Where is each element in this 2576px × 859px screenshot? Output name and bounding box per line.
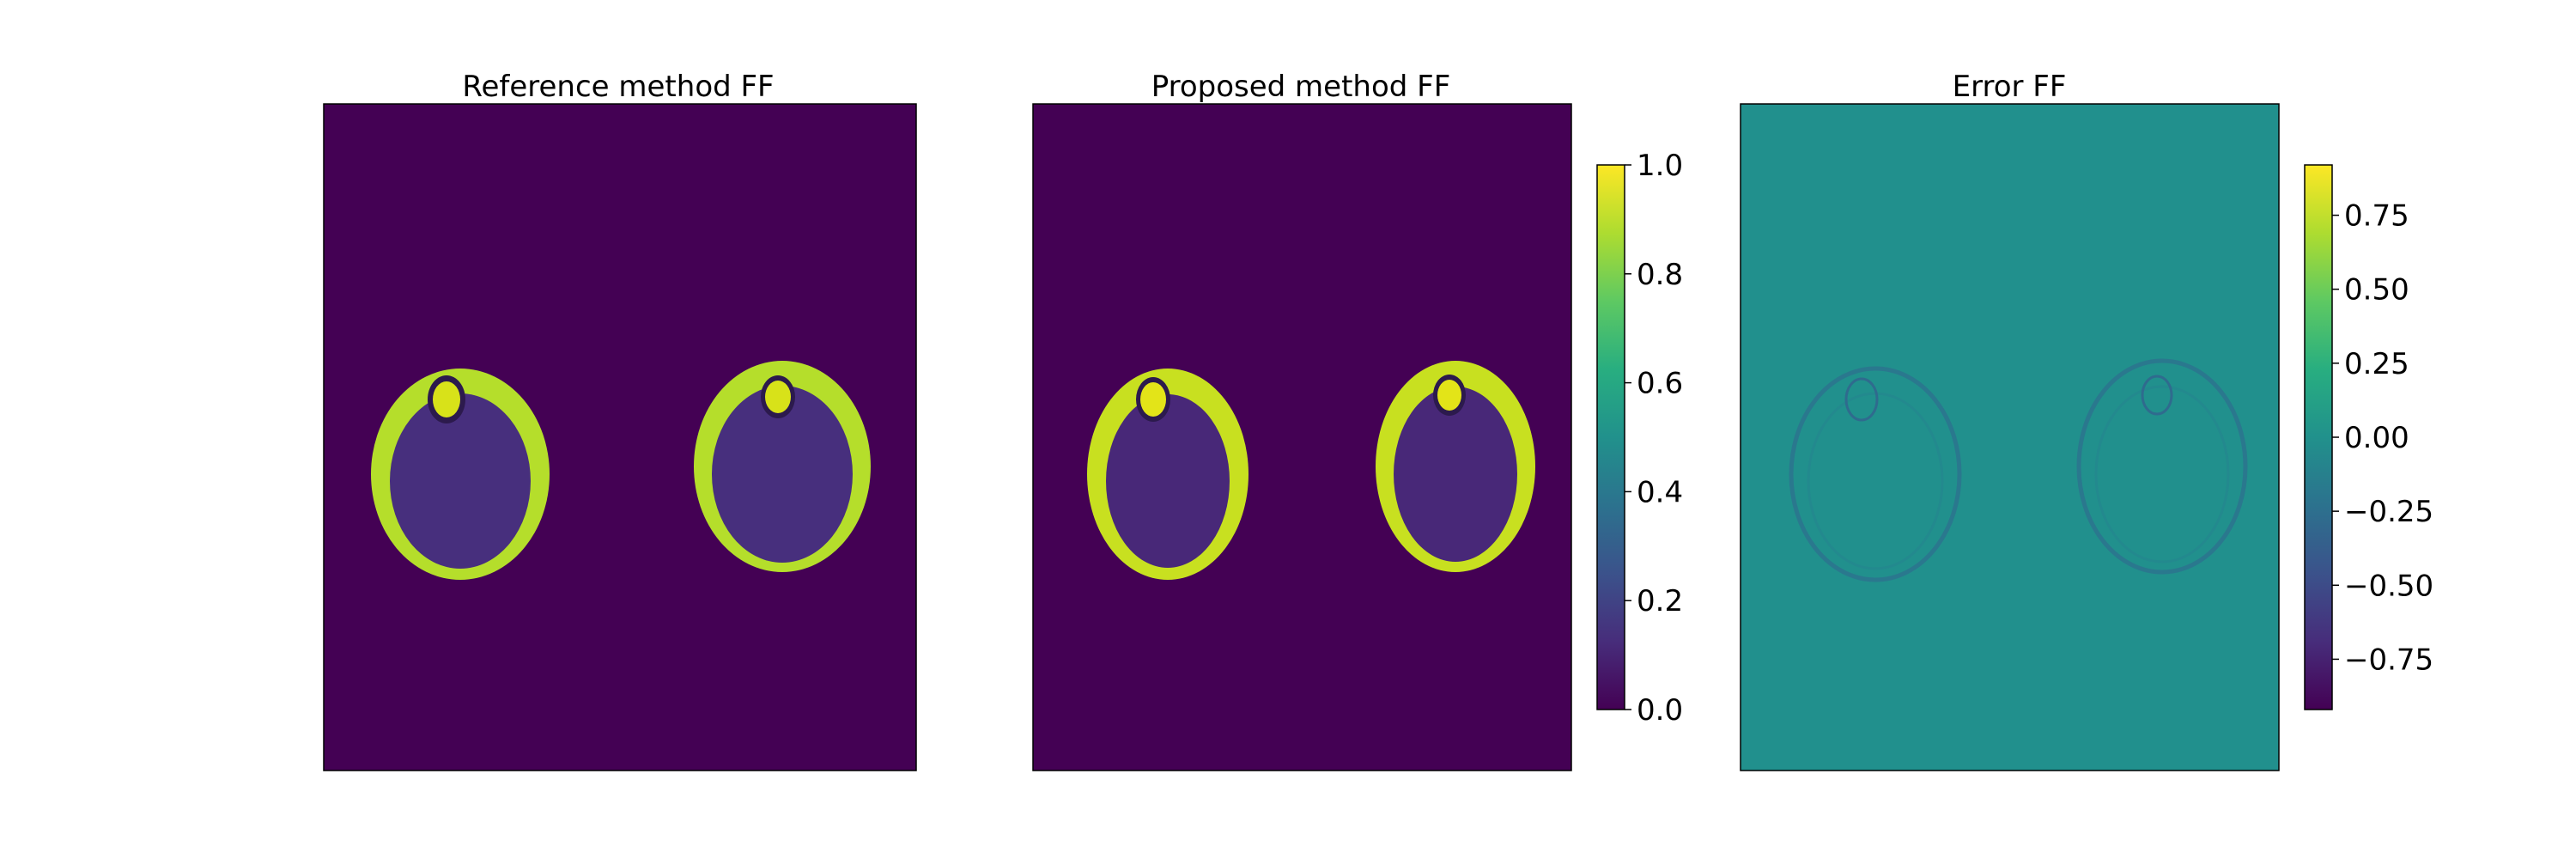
colorbar-error-tick-label: 0.50 bbox=[2344, 273, 2409, 308]
colorbar-error-tick-label: −0.50 bbox=[2344, 569, 2433, 603]
panel-title-reference: Reference method FF bbox=[462, 70, 774, 104]
leg-right-proposed bbox=[1376, 361, 1535, 572]
colorbar-proposed-tick-label: 0.4 bbox=[1637, 475, 1683, 509]
image-error bbox=[1740, 103, 2280, 771]
colorbar-error-tick-label: 0.25 bbox=[2344, 347, 2409, 381]
panel-title-proposed: Proposed method FF bbox=[1151, 70, 1451, 104]
colorbar-error-tick-label: −0.75 bbox=[2344, 643, 2433, 677]
leg-left-reference bbox=[371, 369, 550, 580]
panel-error: Error FF −0.75 −0.50 −0.25 0.00 0.25 0.50 0.75 bbox=[1740, 70, 2433, 771]
leg-left-proposed bbox=[1087, 369, 1249, 580]
leg-right-reference bbox=[694, 361, 871, 572]
leg-right-error bbox=[2076, 358, 2248, 575]
colorbar-error-gradient bbox=[2304, 164, 2333, 710]
colorbar-proposed: 0.0 0.2 0.4 0.6 0.8 1.0 bbox=[1596, 149, 1683, 728]
colorbar-proposed-tick-label: 1.0 bbox=[1637, 149, 1683, 183]
panel-proposed: Proposed method FF 0.0 0.2 0.4 0.6 0.8 1.0 bbox=[1032, 70, 1683, 771]
colorbar-proposed-tick-label: 0.6 bbox=[1637, 367, 1683, 401]
colorbar-proposed-tick-label: 0.2 bbox=[1637, 584, 1683, 618]
colorbar-error: −0.75 −0.50 −0.25 0.00 0.25 0.50 0.75 bbox=[2304, 164, 2433, 710]
colorbar-proposed-gradient bbox=[1596, 164, 1625, 710]
colorbar-proposed-tick-label: 0.8 bbox=[1637, 258, 1683, 292]
colorbar-error-tick-label: −0.25 bbox=[2344, 495, 2433, 529]
colorbar-error-tick-label: 0.00 bbox=[2344, 421, 2409, 455]
leg-left-error bbox=[1789, 366, 1962, 582]
panel-title-error: Error FF bbox=[1953, 70, 2067, 104]
panel-reference: Reference method FF bbox=[323, 70, 917, 771]
colorbar-proposed-tick-label: 0.0 bbox=[1637, 693, 1683, 728]
colorbar-error-tick-label: 0.75 bbox=[2344, 199, 2409, 234]
